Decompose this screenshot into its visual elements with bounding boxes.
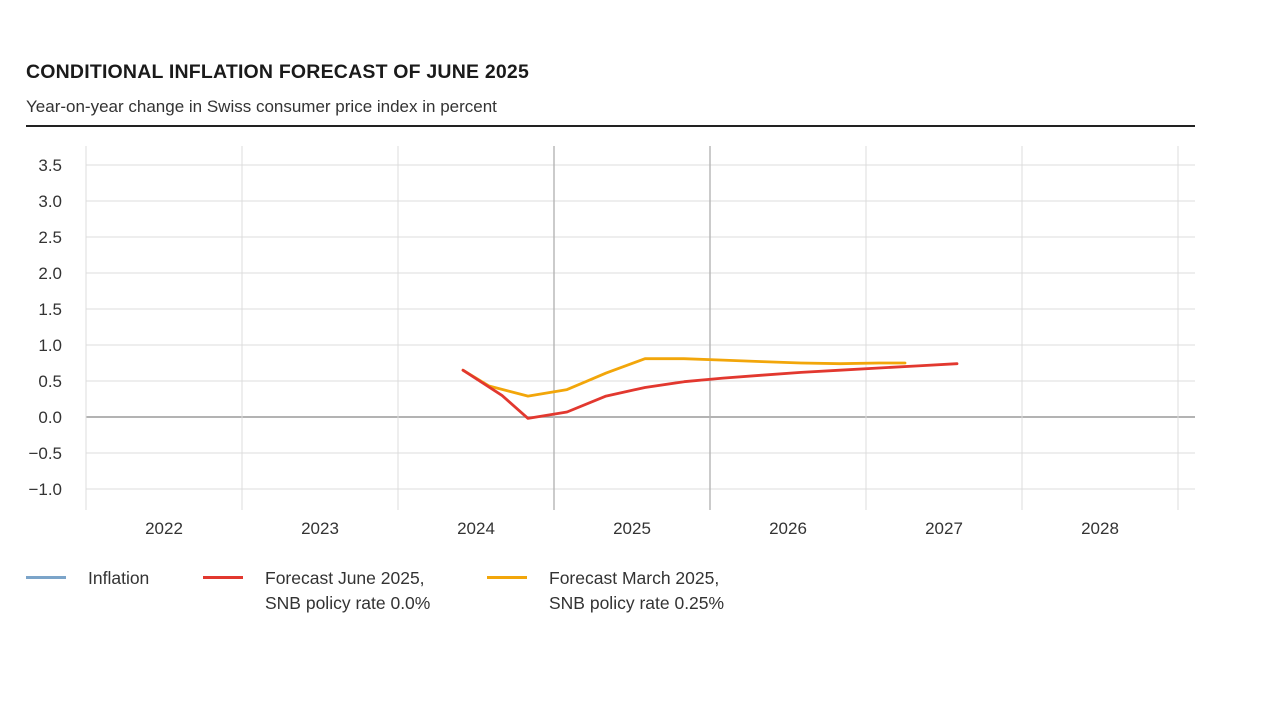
legend-item-forecast-june: Forecast June 2025, SNB policy rate 0.0% (203, 566, 430, 616)
legend-item-forecast-march: Forecast March 2025, SNB policy rate 0.2… (487, 566, 724, 616)
chart-title: CONDITIONAL INFLATION FORECAST OF JUNE 2… (26, 61, 530, 83)
y-tick-label: 1.0 (38, 336, 62, 355)
y-tick-label: 3.0 (38, 192, 62, 211)
y-tick-label: 0.0 (38, 408, 62, 427)
x-tick-label: 2024 (457, 519, 495, 538)
legend-swatch-forecast-march (487, 576, 527, 579)
series-line-forecast-march (461, 357, 907, 398)
legend-label-forecast-june: Forecast June 2025, SNB policy rate 0.0% (265, 568, 431, 613)
x-tick-label: 2026 (769, 519, 807, 538)
y-tick-label: 2.5 (38, 228, 62, 247)
y-tick-label: 2.0 (38, 264, 62, 283)
legend-label-inflation: Inflation (88, 568, 150, 588)
x-tick-label: 2028 (1081, 519, 1119, 538)
chart-subtitle: Year-on-year change in Swiss consumer pr… (26, 97, 497, 116)
series-line-forecast-june (461, 362, 959, 420)
legend-item-inflation: Inflation (26, 566, 149, 591)
y-tick-label: 3.5 (38, 156, 62, 175)
y-tick-label: −0.5 (28, 444, 62, 463)
x-tick-label: 2027 (925, 519, 963, 538)
y-tick-label: −1.0 (28, 480, 62, 499)
x-tick-label: 2023 (301, 519, 339, 538)
x-tick-label: 2022 (145, 519, 183, 538)
y-tick-label: 1.5 (38, 300, 62, 319)
legend-swatch-forecast-june (203, 576, 243, 579)
y-tick-label: 0.5 (38, 372, 62, 391)
legend-label-forecast-march: Forecast March 2025, SNB policy rate 0.2… (549, 568, 725, 613)
x-tick-label: 2025 (613, 519, 651, 538)
legend-swatch-inflation (26, 576, 66, 579)
